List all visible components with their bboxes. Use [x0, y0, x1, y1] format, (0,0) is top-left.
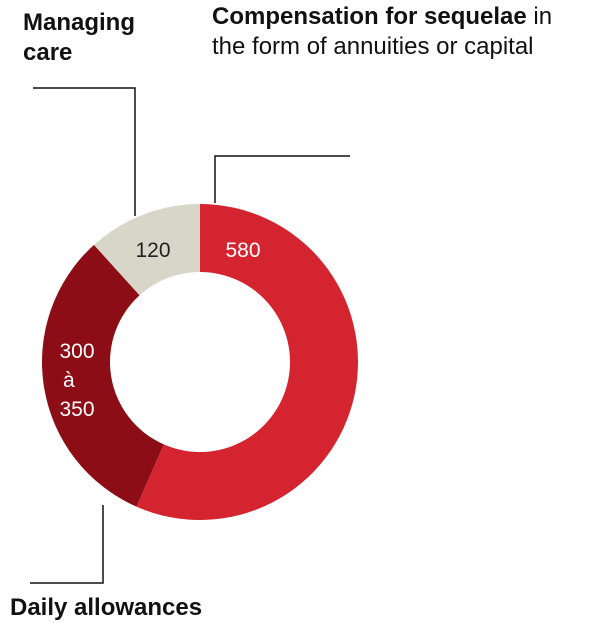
managing-care-label: Managing care — [23, 8, 183, 68]
segment-value-300: 300 — [59, 340, 94, 363]
daily-allowances-label: Daily allowances — [10, 593, 330, 623]
segment-value-a: à — [63, 369, 75, 392]
compensation-title: Compensation for sequelae — [212, 3, 527, 30]
managing-care-title: Managing care — [23, 9, 135, 66]
compensation-description: in the form of annuities or capital — [212, 3, 553, 60]
daily-allowances-title: Daily allowances — [10, 594, 203, 621]
leader-line-daily-allowances — [30, 505, 104, 584]
donut-segment-managing-care — [93, 204, 200, 296]
donut-segment-daily-allowances — [42, 244, 164, 507]
segment-value-580: 580 — [225, 239, 260, 262]
segment-value-350: 350 — [59, 398, 94, 421]
leader-line-compensation — [214, 155, 350, 203]
compensation-label: Compensation for sequelae in the form of… — [212, 2, 582, 62]
donut-segment-compensation — [136, 204, 359, 520]
leader-line-managing-care — [33, 87, 136, 216]
segment-value-120: 120 — [135, 239, 170, 262]
